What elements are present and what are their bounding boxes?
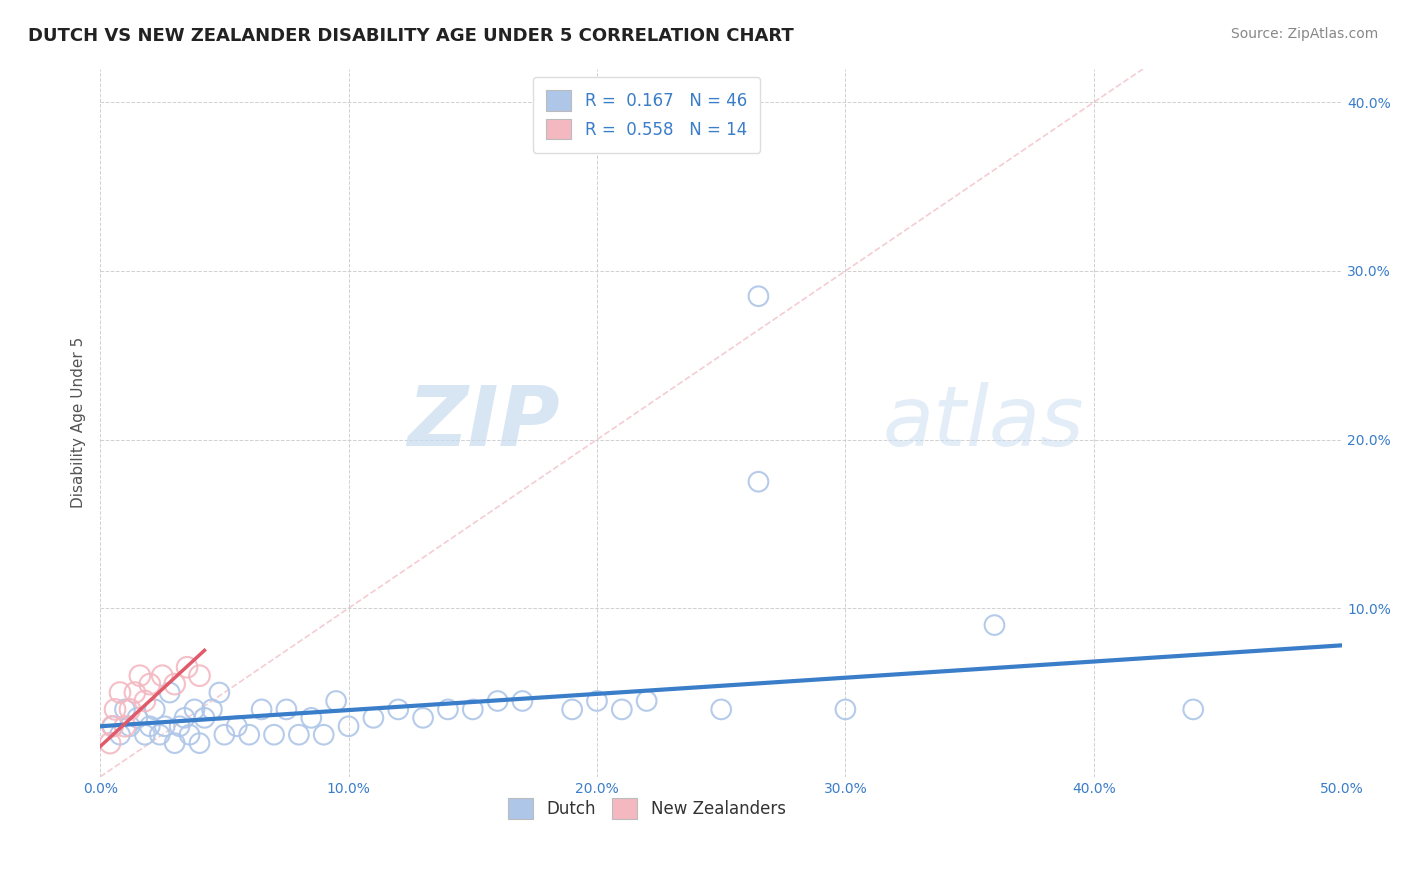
Point — [153, 719, 176, 733]
Point — [176, 660, 198, 674]
Point — [710, 702, 733, 716]
Point — [98, 736, 121, 750]
Point — [225, 719, 247, 733]
Point — [1182, 702, 1205, 716]
Point — [461, 702, 484, 716]
Text: Source: ZipAtlas.com: Source: ZipAtlas.com — [1230, 27, 1378, 41]
Point — [118, 719, 141, 733]
Point — [201, 702, 224, 716]
Point — [288, 728, 311, 742]
Point — [312, 728, 335, 742]
Point — [586, 694, 609, 708]
Point — [108, 685, 131, 699]
Point — [114, 719, 136, 733]
Point — [299, 711, 322, 725]
Text: DUTCH VS NEW ZEALANDER DISABILITY AGE UNDER 5 CORRELATION CHART: DUTCH VS NEW ZEALANDER DISABILITY AGE UN… — [28, 27, 794, 45]
Point — [208, 685, 231, 699]
Point — [214, 728, 236, 742]
Point — [127, 711, 149, 725]
Point — [143, 702, 166, 716]
Point — [193, 711, 215, 725]
Point — [179, 728, 201, 742]
Point — [163, 736, 186, 750]
Point — [363, 711, 385, 725]
Point — [412, 711, 434, 725]
Point — [747, 475, 769, 489]
Point — [747, 289, 769, 303]
Point — [610, 702, 633, 716]
Point — [101, 719, 124, 733]
Point — [188, 668, 211, 682]
Point — [337, 719, 360, 733]
Point — [101, 719, 124, 733]
Point — [561, 702, 583, 716]
Point — [114, 702, 136, 716]
Point — [118, 702, 141, 716]
Text: atlas: atlas — [883, 382, 1084, 463]
Point — [238, 728, 260, 742]
Point — [183, 702, 205, 716]
Point — [169, 719, 191, 733]
Point — [163, 677, 186, 691]
Point — [149, 728, 172, 742]
Point — [263, 728, 285, 742]
Text: ZIP: ZIP — [408, 382, 560, 463]
Legend: Dutch, New Zealanders: Dutch, New Zealanders — [501, 791, 792, 825]
Point — [636, 694, 658, 708]
Point — [108, 728, 131, 742]
Point — [139, 719, 162, 733]
Point — [104, 702, 127, 716]
Point — [387, 702, 409, 716]
Point — [159, 685, 181, 699]
Point — [134, 728, 156, 742]
Point — [834, 702, 856, 716]
Point — [128, 668, 150, 682]
Point — [276, 702, 298, 716]
Point — [486, 694, 509, 708]
Point — [124, 685, 146, 699]
Point — [134, 694, 156, 708]
Point — [250, 702, 273, 716]
Point — [437, 702, 460, 716]
Point — [173, 711, 195, 725]
Point — [188, 736, 211, 750]
Point — [139, 677, 162, 691]
Point — [512, 694, 534, 708]
Y-axis label: Disability Age Under 5: Disability Age Under 5 — [72, 337, 86, 508]
Point — [983, 618, 1005, 632]
Point — [150, 668, 173, 682]
Point — [325, 694, 347, 708]
